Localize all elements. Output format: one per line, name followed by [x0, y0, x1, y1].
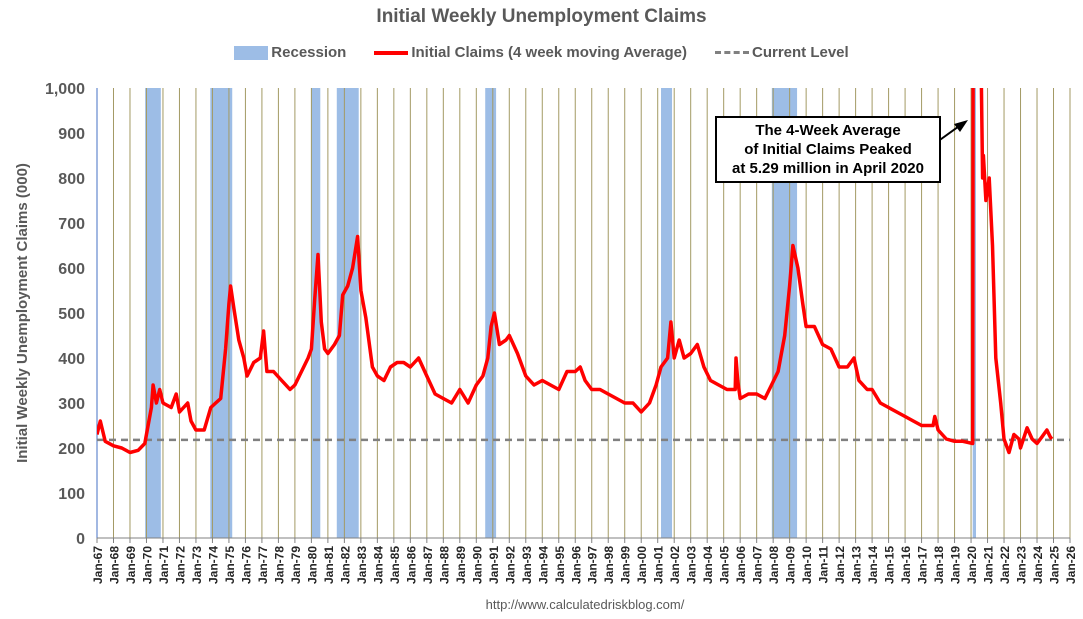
x-tick-label: Jan-12: [833, 546, 847, 584]
recession-band: [311, 88, 321, 538]
x-tick-label: Jan-22: [998, 546, 1012, 584]
legend-label: Recession: [271, 44, 347, 61]
y-tick-label: 100: [58, 486, 85, 503]
x-tick-label: Jan-80: [305, 546, 319, 584]
x-tick-label: Jan-70: [140, 546, 154, 584]
y-tick-label: 600: [58, 261, 85, 278]
legend-recession: Recession: [234, 44, 346, 61]
x-tick-label: Jan-04: [701, 546, 715, 584]
y-tick-label: 800: [58, 171, 85, 188]
y-tick-label: 0: [76, 531, 85, 548]
source-credit: http://www.calculatedriskblog.com/: [485, 597, 685, 612]
annotation-line: at 5.29 million in April 2020: [731, 160, 924, 177]
x-tick-label: Jan-14: [866, 546, 880, 584]
y-tick-label: 500: [58, 306, 85, 323]
x-tick-label: Jan-81: [322, 546, 336, 584]
x-tick-label: Jan-17: [916, 546, 930, 584]
x-tick-label: Jan-05: [718, 546, 732, 584]
x-tick-label: Jan-84: [371, 546, 385, 584]
legend-current: Current Level: [715, 44, 849, 61]
x-tick-label: Jan-98: [602, 546, 616, 584]
y-tick-label: 300: [58, 396, 85, 413]
x-tick-label: Jan-95: [553, 546, 567, 584]
x-tick-label: Jan-19: [949, 546, 963, 584]
x-tick-label: Jan-20: [965, 546, 979, 584]
x-tick-label: Jan-79: [289, 546, 303, 584]
claims-swatch: [374, 50, 409, 55]
x-tick-label: Jan-87: [421, 546, 435, 584]
x-tick-label: Jan-26: [1064, 546, 1078, 584]
legend-label: Initial Claims (4 week moving Average): [411, 44, 687, 61]
x-tick-label: Jan-82: [338, 546, 352, 584]
x-tick-label: Jan-67: [91, 546, 105, 584]
x-tick-label: Jan-90: [470, 546, 484, 584]
chart-title: Initial Weekly Unemployment Claims: [376, 6, 707, 27]
annotation-line: of Initial Claims Peaked: [744, 141, 912, 158]
y-tick-label: 400: [58, 351, 85, 368]
x-tick-label: Jan-09: [784, 546, 798, 584]
y-tick-label: 700: [58, 216, 85, 233]
y-tick-label: 1,000: [45, 81, 85, 98]
x-tick-label: Jan-24: [1031, 546, 1045, 584]
x-tick-label: Jan-11: [817, 546, 831, 584]
x-tick-label: Jan-86: [404, 546, 418, 584]
x-tick-label: Jan-06: [734, 546, 748, 584]
annotation-arrowhead: [954, 120, 968, 132]
x-tick-label: Jan-78: [272, 546, 286, 584]
x-tick-label: Jan-10: [800, 546, 814, 584]
x-tick-label: Jan-77: [256, 546, 270, 584]
y-tick-label: 900: [58, 126, 85, 143]
x-tick-label: Jan-89: [454, 546, 468, 584]
x-tick-label: Jan-93: [520, 546, 534, 584]
x-tick-label: Jan-99: [619, 546, 633, 584]
x-tick-label: Jan-13: [850, 546, 864, 584]
current-swatch: [715, 51, 749, 54]
x-tick-label: Jan-16: [899, 546, 913, 584]
x-tick-label: Jan-18: [932, 546, 946, 584]
x-tick-label: Jan-07: [751, 546, 765, 584]
x-tick-label: Jan-08: [767, 546, 781, 584]
x-tick-label: Jan-01: [652, 546, 666, 584]
x-tick-label: Jan-02: [668, 546, 682, 584]
annotation-line: The 4-Week Average: [755, 122, 901, 139]
recession-swatch: [234, 45, 269, 60]
recession-band: [145, 88, 161, 538]
x-tick-label: Jan-83: [355, 546, 369, 584]
y-tick-label: 200: [58, 441, 85, 458]
x-tick-label: Jan-73: [190, 546, 204, 584]
x-tick-label: Jan-23: [1015, 546, 1029, 584]
recession-band: [210, 88, 233, 538]
x-tick-label: Jan-76: [239, 546, 253, 584]
claims-line: [97, 88, 1054, 455]
x-tick-label: Jan-71: [157, 546, 171, 584]
x-tick-label: Jan-03: [685, 546, 699, 584]
legend-claims: Initial Claims (4 week moving Average): [374, 44, 687, 61]
recession-band: [485, 88, 497, 538]
x-tick-label: Jan-94: [536, 546, 550, 584]
annotation-box: The 4-Week Average of Initial Claims Pea…: [715, 116, 941, 183]
recession-band: [661, 88, 673, 538]
x-tick-label: Jan-74: [206, 546, 220, 584]
x-tick-label: Jan-68: [107, 546, 121, 584]
x-tick-label: Jan-15: [883, 546, 897, 584]
x-tick-label: Jan-85: [388, 546, 402, 584]
x-tick-label: Jan-21: [982, 546, 996, 584]
x-tick-label: Jan-00: [635, 546, 649, 584]
x-tick-label: Jan-75: [223, 546, 237, 584]
x-tick-label: Jan-88: [437, 546, 451, 584]
x-tick-label: Jan-72: [173, 546, 187, 584]
x-tick-label: Jan-69: [124, 546, 138, 584]
recession-band: [336, 88, 359, 538]
legend: Recession Initial Claims (4 week moving …: [0, 44, 1083, 61]
legend-label: Current Level: [752, 44, 849, 61]
x-tick-label: Jan-96: [569, 546, 583, 584]
x-tick-label: Jan-91: [487, 546, 501, 584]
x-tick-label: Jan-92: [503, 546, 517, 584]
x-tick-label: Jan-97: [586, 546, 600, 584]
y-axis-label: Initial Weekly Unemployment Claims (000): [14, 163, 31, 463]
x-tick-label: Jan-25: [1048, 546, 1062, 584]
